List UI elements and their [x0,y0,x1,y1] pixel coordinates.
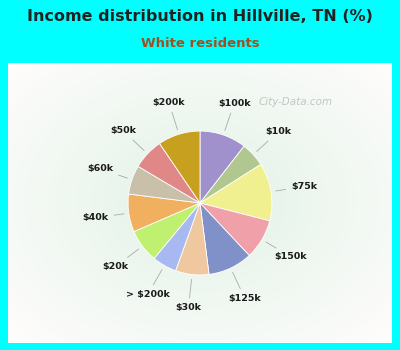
Wedge shape [200,146,261,203]
Wedge shape [129,166,200,203]
Wedge shape [200,203,270,256]
Wedge shape [154,203,200,271]
Wedge shape [138,144,200,203]
Wedge shape [160,131,200,203]
Wedge shape [176,203,209,275]
Text: City-Data.com: City-Data.com [259,97,333,107]
Wedge shape [128,194,200,232]
Text: $125k: $125k [228,272,261,303]
Text: $100k: $100k [218,99,250,131]
Text: White residents: White residents [141,37,259,50]
Text: $150k: $150k [266,242,307,261]
Text: $30k: $30k [176,279,202,313]
Wedge shape [200,203,249,274]
Text: $40k: $40k [82,214,124,222]
Text: > $200k: > $200k [126,270,170,299]
Wedge shape [200,164,272,221]
Text: $75k: $75k [276,182,317,191]
Text: $60k: $60k [87,164,128,178]
Wedge shape [134,203,200,258]
Text: $50k: $50k [110,126,144,150]
Text: $200k: $200k [153,98,185,130]
Text: $20k: $20k [102,249,139,271]
Text: $10k: $10k [257,127,291,152]
Wedge shape [200,131,244,203]
Text: Income distribution in Hillville, TN (%): Income distribution in Hillville, TN (%) [27,9,373,24]
